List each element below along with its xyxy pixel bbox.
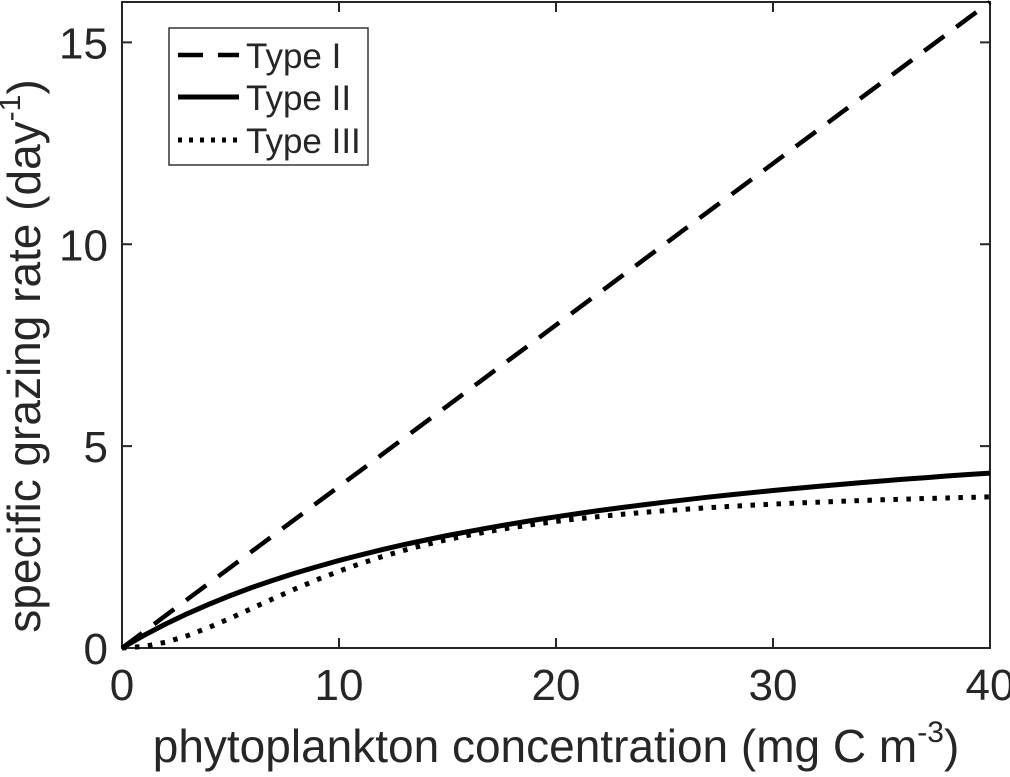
x-axis-label: phytoplankton concentration (mg C m-3) (153, 716, 960, 772)
x-tick-label: 0 (110, 661, 134, 710)
series-line-type-iii (121, 494, 991, 651)
legend-label-type-3: Type III (246, 122, 361, 161)
series-lines (120, 0, 992, 651)
y-tick-label: 0 (84, 625, 108, 674)
y-axis-label: specific grazing rate (day-1) (0, 79, 50, 632)
legend: Type I Type II Type III (168, 27, 369, 166)
x-tick-label: 40 (966, 661, 1010, 710)
x-tick-label: 30 (749, 661, 798, 710)
legend-label-type-2: Type II (246, 79, 351, 118)
x-tick-label: 20 (532, 661, 581, 710)
y-tick-label: 5 (84, 423, 108, 472)
ticks (121, 2, 991, 649)
x-tick-label: 10 (315, 661, 364, 710)
series-line-type-ii (120, 470, 991, 651)
series-line-type-i (120, 0, 992, 650)
legend-label-type-1: Type I (246, 37, 341, 76)
y-tick-label: 15 (59, 19, 108, 68)
tick-labels: 0 10 20 30 40 0 5 10 15 (59, 19, 1010, 710)
y-tick-label: 10 (59, 221, 108, 270)
